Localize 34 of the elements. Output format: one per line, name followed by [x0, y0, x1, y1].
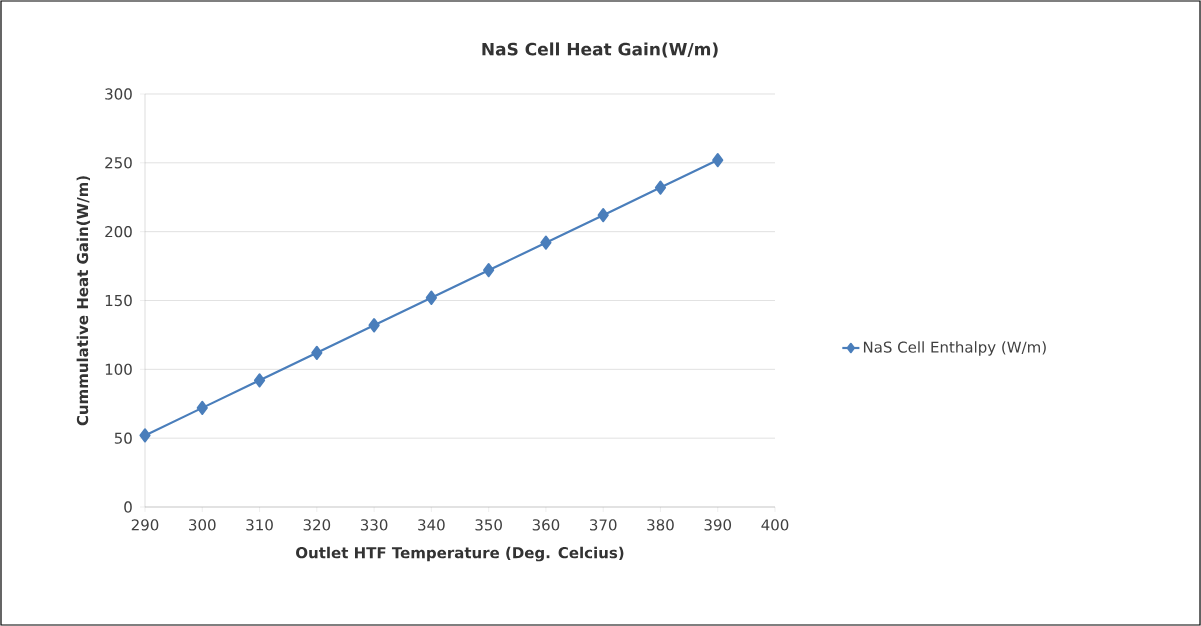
- x-axis-title: Outlet HTF Temperature (Deg. Celcius): [296, 546, 624, 562]
- y-tick-label: 100: [105, 363, 132, 376]
- x-tick-label: 330: [360, 519, 388, 531]
- point: [196, 400, 208, 415]
- x-tick-label: 380: [647, 519, 674, 531]
- point: [540, 235, 552, 250]
- chart-title: NaS Cell Heat Gain(W/m): [482, 42, 718, 58]
- y-tick-label: 200: [105, 225, 132, 238]
- point: [425, 290, 437, 305]
- point: [597, 208, 609, 223]
- x-tick-label: 310: [246, 519, 273, 531]
- point: [139, 428, 151, 443]
- x-tick-label: 340: [418, 519, 445, 531]
- x-tick-label: 350: [475, 519, 502, 531]
- point: [311, 345, 323, 360]
- y-axis-title: Cummulative Heat Gain(W/m): [76, 176, 90, 426]
- x-tick-label: 290: [131, 519, 159, 531]
- x-tick-label: 300: [189, 519, 216, 531]
- point: [483, 263, 495, 278]
- y-tick-label: 150: [105, 294, 132, 307]
- y-tick-label: 250: [105, 157, 132, 169]
- legend-label: NaS Cell Enthalpy (W/m): [863, 341, 1046, 356]
- y-tick-label: 0: [124, 501, 132, 513]
- y-tick-label: 300: [105, 88, 132, 100]
- x-tick-label: 320: [303, 519, 331, 531]
- x-tick-label: 370: [590, 519, 617, 531]
- y-tick-label: 50: [114, 432, 132, 444]
- point: [253, 373, 266, 388]
- x-tick-label: 390: [704, 519, 732, 531]
- point: [654, 180, 667, 195]
- point: [368, 318, 380, 333]
- point: [712, 152, 724, 168]
- x-tick-label: 360: [532, 519, 560, 531]
- x-tick-label: 400: [761, 519, 789, 531]
